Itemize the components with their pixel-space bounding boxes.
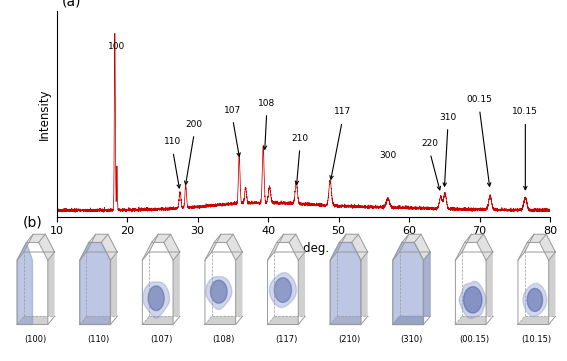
Text: (117): (117) bbox=[275, 335, 298, 344]
Polygon shape bbox=[393, 243, 424, 325]
Text: (210): (210) bbox=[338, 335, 360, 344]
Text: 117: 117 bbox=[333, 107, 351, 116]
Text: (108): (108) bbox=[213, 335, 235, 344]
Text: (110): (110) bbox=[87, 335, 109, 344]
Text: 220: 220 bbox=[422, 139, 439, 148]
Text: (100): (100) bbox=[25, 335, 47, 344]
Text: (107): (107) bbox=[150, 335, 172, 344]
Polygon shape bbox=[268, 252, 305, 325]
Polygon shape bbox=[330, 243, 361, 325]
Text: (00.15): (00.15) bbox=[459, 335, 489, 344]
Text: 10.15: 10.15 bbox=[513, 107, 538, 116]
Text: 310: 310 bbox=[439, 113, 456, 122]
Polygon shape bbox=[393, 252, 430, 325]
Polygon shape bbox=[80, 234, 117, 260]
Polygon shape bbox=[142, 252, 180, 325]
Polygon shape bbox=[523, 283, 547, 317]
Polygon shape bbox=[455, 234, 493, 260]
Polygon shape bbox=[142, 243, 173, 325]
Polygon shape bbox=[205, 243, 236, 325]
Polygon shape bbox=[210, 280, 227, 303]
Polygon shape bbox=[330, 234, 367, 260]
Polygon shape bbox=[393, 252, 430, 325]
Text: (a): (a) bbox=[62, 0, 81, 9]
Text: 100: 100 bbox=[108, 42, 125, 51]
Polygon shape bbox=[455, 243, 486, 325]
Polygon shape bbox=[205, 234, 243, 260]
Polygon shape bbox=[80, 243, 111, 325]
Polygon shape bbox=[17, 243, 48, 325]
Polygon shape bbox=[80, 252, 117, 325]
Text: (b): (b) bbox=[23, 216, 43, 230]
Polygon shape bbox=[268, 243, 298, 325]
Y-axis label: Intensity: Intensity bbox=[38, 88, 51, 140]
Polygon shape bbox=[518, 252, 556, 325]
Text: (10.15): (10.15) bbox=[522, 335, 552, 344]
Polygon shape bbox=[274, 278, 291, 303]
Polygon shape bbox=[527, 288, 543, 312]
Polygon shape bbox=[17, 243, 32, 325]
Polygon shape bbox=[459, 281, 486, 318]
Polygon shape bbox=[464, 287, 482, 313]
Text: 300: 300 bbox=[379, 151, 396, 160]
Polygon shape bbox=[518, 243, 549, 325]
Text: 108: 108 bbox=[258, 99, 276, 108]
Polygon shape bbox=[455, 252, 493, 325]
Polygon shape bbox=[17, 252, 54, 325]
Polygon shape bbox=[143, 282, 170, 318]
Text: 210: 210 bbox=[291, 134, 308, 143]
Polygon shape bbox=[518, 234, 556, 260]
Polygon shape bbox=[206, 277, 232, 309]
Polygon shape bbox=[330, 243, 361, 325]
Polygon shape bbox=[393, 234, 430, 260]
Polygon shape bbox=[148, 286, 164, 310]
Text: 107: 107 bbox=[225, 106, 242, 114]
Text: (310): (310) bbox=[400, 335, 422, 344]
Polygon shape bbox=[17, 234, 54, 260]
Polygon shape bbox=[142, 234, 180, 260]
Polygon shape bbox=[330, 252, 367, 325]
Polygon shape bbox=[205, 252, 243, 325]
Text: 110: 110 bbox=[164, 137, 181, 146]
Text: 00.15: 00.15 bbox=[467, 95, 493, 104]
Text: 200: 200 bbox=[185, 119, 202, 129]
Polygon shape bbox=[393, 243, 424, 325]
Polygon shape bbox=[269, 273, 297, 308]
X-axis label: 2θ / deg.: 2θ / deg. bbox=[277, 242, 329, 255]
Polygon shape bbox=[80, 243, 111, 325]
Polygon shape bbox=[268, 234, 305, 260]
